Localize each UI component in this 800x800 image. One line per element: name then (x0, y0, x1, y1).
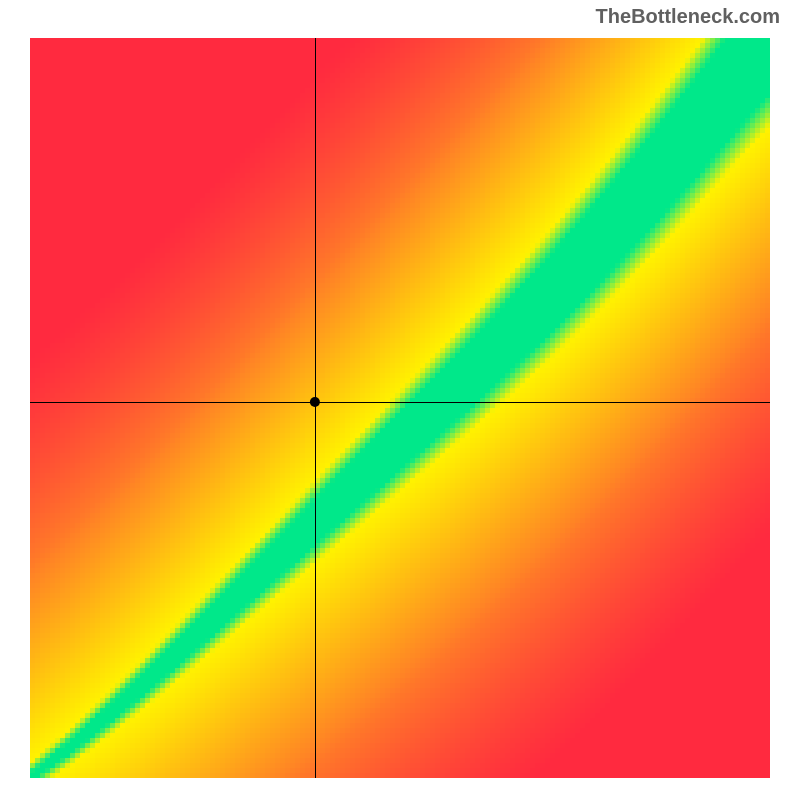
crosshair-horizontal (30, 402, 770, 403)
heatmap-plot (30, 38, 770, 778)
heatmap-canvas (30, 38, 770, 778)
crosshair-vertical (315, 38, 316, 778)
watermark: TheBottleneck.com (596, 6, 780, 29)
